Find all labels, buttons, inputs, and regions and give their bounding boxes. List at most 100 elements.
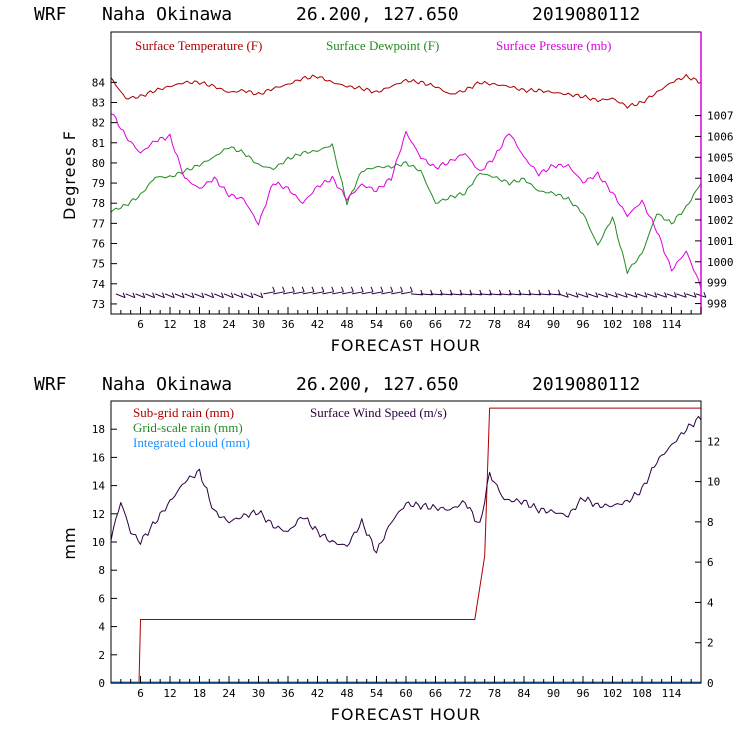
wind-barb-flag [282, 286, 285, 292]
bottom-x-ticks: 6 12 18 24 30 36 42 48 54 60 66 72 78 84 90 96 102 108 114 [110, 676, 702, 700]
wind-barb-flag [321, 286, 325, 292]
wind-barb-flag [380, 286, 384, 292]
y-tick-label: 80 [92, 157, 105, 170]
wind-barb [233, 293, 244, 299]
bottom-x-axis-label: FORECAST HOUR [331, 705, 482, 724]
x-tick-label: 24 [222, 318, 236, 331]
top-series-group [110, 74, 702, 289]
wind-barb [184, 293, 195, 299]
legend-integrated-cloud: Integrated cloud (mm) [133, 435, 250, 450]
right-y-tick-label: 998 [707, 298, 727, 311]
wind-barb-flag [201, 292, 205, 298]
x-tick-label: 36 [281, 318, 294, 331]
wind-barb-flag [272, 286, 276, 292]
wind-barb [489, 293, 502, 296]
x-tick-label: 84 [517, 687, 531, 700]
wind-barb-flag [370, 286, 374, 292]
wind-barb-flag [360, 286, 364, 292]
wind-barb [479, 293, 492, 296]
x-tick-label: 24 [222, 687, 236, 700]
wind-barb [568, 293, 579, 298]
wind-barb [528, 293, 541, 296]
right-y-tick-label: 1005 [707, 151, 734, 164]
wind-barb [292, 291, 305, 295]
wind-barb [381, 291, 393, 295]
wind-barb-flag [703, 292, 707, 298]
right-y-tick-label: 12 [707, 435, 720, 448]
bottom-header-model: WRF [34, 374, 67, 395]
y-tick-label: 79 [92, 177, 105, 190]
wind-barb [469, 293, 482, 296]
right-y-tick-label: 1001 [707, 235, 734, 248]
wind-barb [587, 293, 598, 298]
x-tick-label: 54 [370, 318, 384, 331]
wind-barb [135, 293, 145, 299]
right-y-tick-label: 1004 [707, 172, 734, 185]
wind-barb [627, 293, 638, 298]
wind-barb [460, 293, 472, 296]
wind-barb-flag [191, 292, 195, 298]
wind-barb-flag [565, 292, 569, 298]
wind-barb [204, 293, 214, 299]
legend-subgrid-rain: Sub-grid rain (mm) [133, 405, 234, 420]
wind-barb-flag [122, 292, 126, 298]
wind-barb-flag [301, 286, 305, 292]
y-tick-label: 75 [92, 258, 105, 271]
wind-barb-flag [132, 292, 136, 298]
wind-barb [145, 293, 155, 299]
y-tick-label: 12 [92, 508, 105, 521]
x-tick-label: 114 [662, 318, 682, 331]
right-y-tick-label: 1007 [707, 110, 734, 123]
wind-barb-flag [575, 292, 579, 298]
wind-barb [400, 291, 413, 295]
right-y-tick-label: 999 [707, 277, 727, 290]
wind-barb [509, 293, 522, 296]
wind-barb [332, 291, 344, 295]
wind-barbs-group [115, 286, 707, 299]
bottom-y-axis-label: mm [60, 526, 79, 559]
wind-barb-flag [693, 292, 697, 298]
x-tick-label: 42 [311, 687, 324, 700]
bottom-header-coords: 26.200, 127.650 [296, 374, 459, 395]
right-y-tick-label: 0 [707, 677, 714, 690]
x-tick-label: 48 [340, 687, 353, 700]
x-tick-label: 90 [547, 687, 560, 700]
wind-barb [263, 291, 275, 295]
bottom-header-location: Naha Okinawa [102, 374, 232, 395]
x-tick-label: 72 [458, 687, 471, 700]
x-tick-label: 78 [488, 318, 501, 331]
wind-barb [656, 293, 667, 298]
legend-surface-temperature: Surface Temperature (F) [135, 38, 262, 53]
wind-barb-flag [260, 292, 264, 298]
top-header-model: WRF [34, 4, 67, 25]
x-tick-label: 72 [458, 318, 471, 331]
x-tick-label: 60 [399, 318, 412, 331]
x-tick-label: 66 [429, 318, 442, 331]
wind-barb-flag [390, 286, 394, 292]
wind-barb [371, 291, 383, 295]
x-tick-label: 18 [193, 318, 206, 331]
wind-barb [223, 293, 234, 299]
wind-barb [597, 293, 608, 298]
y-tick-label: 6 [98, 592, 105, 605]
wind-barb [351, 291, 364, 295]
wind-barb-flag [585, 292, 589, 298]
x-tick-label: 66 [429, 687, 442, 700]
wind-barb [430, 293, 443, 296]
wind-barb-flag [171, 292, 175, 298]
top-header-coords: 26.200, 127.650 [296, 4, 459, 25]
bottom-header-run: 2019080112 [532, 374, 640, 395]
wind-barb [607, 293, 618, 298]
wind-barb-flag [152, 292, 156, 298]
wind-barb [282, 291, 295, 295]
wind-barb [391, 291, 403, 295]
legend-surface-pressure: Surface Pressure (mb) [496, 38, 612, 53]
wind-barb [125, 293, 136, 299]
top-plot-frame [110, 31, 702, 315]
x-tick-label: 30 [252, 318, 265, 331]
right-y-tick-label: 10 [707, 476, 720, 489]
x-tick-label: 102 [603, 687, 623, 700]
wind-barb [548, 293, 561, 296]
y-tick-label: 74 [92, 278, 106, 291]
